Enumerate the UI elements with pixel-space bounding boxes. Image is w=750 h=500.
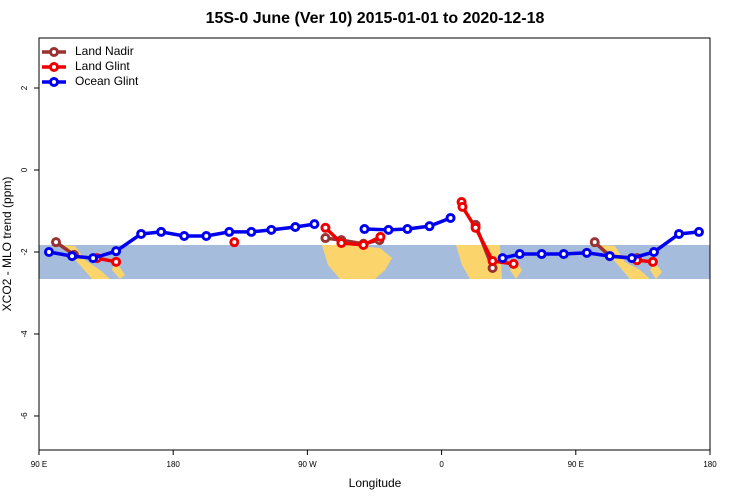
plot-frame — [38, 37, 711, 451]
point — [375, 231, 386, 242]
x-tick-label: 180 — [703, 460, 717, 469]
legend-marker — [49, 62, 59, 72]
point — [514, 249, 525, 260]
point — [445, 212, 456, 223]
point — [156, 226, 167, 237]
point — [358, 240, 369, 251]
point — [508, 258, 519, 269]
series-line — [54, 224, 638, 269]
point — [424, 221, 435, 232]
legend-label: Land Glint — [75, 59, 130, 73]
point — [320, 233, 331, 244]
chart-title: 15S-0 June (Ver 10) 2015-01-01 to 2020-1… — [206, 10, 545, 27]
point — [536, 249, 547, 260]
x-tick-label: 90 E — [31, 460, 47, 469]
x-axis-label: Longitude — [349, 476, 402, 490]
point — [336, 237, 347, 248]
x-tick-label: 0 — [439, 460, 444, 469]
legend-label: Land Nadir — [75, 44, 134, 58]
y-tick-label: -4 — [20, 330, 29, 338]
point — [589, 237, 600, 248]
point — [487, 256, 498, 267]
point — [359, 224, 370, 235]
point — [50, 237, 61, 248]
x-tick-label: 90 E — [568, 460, 584, 469]
series-line — [96, 201, 654, 266]
point — [648, 246, 659, 257]
y-tick-label: 0 — [20, 167, 29, 172]
point — [647, 256, 658, 267]
point — [497, 253, 508, 264]
x-tick-label: 180 — [167, 460, 181, 469]
point — [111, 246, 122, 257]
point — [136, 228, 147, 239]
y-tick-label: -2 — [20, 248, 29, 256]
point — [626, 253, 637, 264]
point — [290, 221, 301, 232]
legend-marker — [49, 47, 59, 57]
point — [383, 224, 394, 235]
point — [673, 228, 684, 239]
point — [43, 246, 54, 257]
map-background — [39, 245, 710, 279]
legend-marker — [49, 77, 59, 87]
point — [224, 226, 235, 237]
point — [88, 253, 99, 264]
y-tick-label: 2 — [20, 85, 29, 90]
legend-label: Ocean Glint — [75, 74, 139, 88]
point — [246, 226, 257, 237]
point — [581, 247, 592, 258]
point — [67, 251, 78, 262]
point — [309, 219, 320, 230]
point — [457, 201, 468, 212]
point — [604, 251, 615, 262]
point — [179, 231, 190, 242]
point — [320, 222, 331, 233]
point — [558, 249, 569, 260]
y-axis-label: XCO2 - MLO trend (ppm) — [0, 177, 14, 312]
x-tick-label: 90 W — [298, 460, 317, 469]
point — [201, 231, 212, 242]
point — [111, 256, 122, 267]
point — [266, 224, 277, 235]
y-tick-label: -6 — [20, 412, 29, 420]
point — [402, 224, 413, 235]
point — [470, 222, 481, 233]
point — [693, 226, 704, 237]
point — [229, 237, 240, 248]
